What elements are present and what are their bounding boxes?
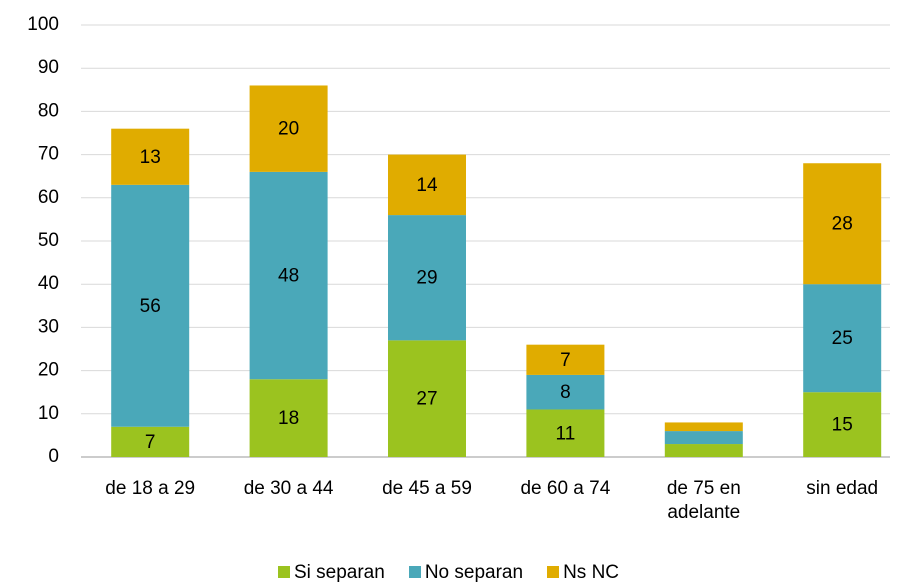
legend-item: Si separan	[277, 562, 385, 584]
data-label: 14	[416, 175, 438, 196]
bar-segment	[526, 344, 605, 375]
y-tick-label: 20	[38, 360, 59, 381]
data-label: 11	[556, 423, 576, 444]
data-label: 29	[416, 268, 437, 289]
legend-swatch	[547, 566, 560, 578]
y-tick-label: 10	[38, 403, 59, 424]
bar-segment	[111, 128, 190, 185]
bar-segment	[111, 184, 190, 427]
x-tick-label: sin edad	[806, 478, 879, 499]
legend-item: Ns NC	[547, 562, 619, 584]
bar-segment	[111, 426, 190, 457]
x-tick-label: de 60 a 74	[520, 478, 611, 499]
legend-label: Ns NC	[563, 562, 620, 583]
data-label: 13	[140, 147, 161, 168]
data-label: 20	[278, 119, 299, 140]
legend-swatch	[277, 566, 290, 578]
data-label: 25	[832, 328, 853, 349]
bar-segment	[249, 379, 328, 457]
data-label: 7	[560, 350, 571, 371]
bar-segment	[803, 163, 882, 285]
bar-segment	[664, 422, 743, 432]
bar-segment	[526, 374, 605, 410]
bar-segment	[388, 340, 466, 457]
bar-segment	[388, 215, 466, 341]
bar-segment	[664, 431, 743, 445]
data-label: 15	[832, 415, 853, 436]
bar-segment	[249, 171, 328, 380]
y-tick-label: 60	[38, 187, 59, 208]
bar-segment	[388, 154, 466, 216]
y-tick-label: 100	[27, 14, 59, 35]
data-label: 8	[560, 382, 571, 403]
bar-segment	[526, 409, 605, 457]
data-label: 7	[145, 432, 156, 453]
legend-label: No separan	[424, 562, 524, 583]
legend: Si separan No separan Ns NC	[0, 562, 897, 584]
y-tick-label: 70	[38, 144, 59, 165]
legend-item: No separan	[408, 562, 524, 584]
data-label: 56	[140, 296, 161, 317]
y-tick-label: 40	[38, 273, 59, 294]
y-tick-label: 80	[38, 100, 59, 121]
legend-swatch	[408, 566, 421, 578]
data-label: 18	[278, 408, 299, 429]
y-tick-label: 90	[38, 57, 59, 78]
data-label: 48	[278, 266, 299, 287]
y-tick-label: 50	[38, 230, 59, 251]
y-tick-label: 0	[48, 446, 59, 467]
data-label: 28	[832, 214, 853, 235]
x-tick-label: de 45 a 59	[382, 478, 472, 499]
bar-segment	[803, 392, 882, 457]
bar-segment	[664, 444, 743, 457]
bar-segment	[803, 284, 882, 393]
y-tick-label: 30	[38, 316, 59, 337]
bar-segment	[249, 85, 328, 172]
x-tick-label: de 30 a 44	[243, 478, 334, 499]
legend-label: Si separan	[293, 562, 385, 583]
x-tick-label: de 18 a 29	[105, 478, 196, 499]
data-label: 27	[416, 389, 437, 410]
x-tick-label: de 75 en adelante	[666, 478, 741, 523]
